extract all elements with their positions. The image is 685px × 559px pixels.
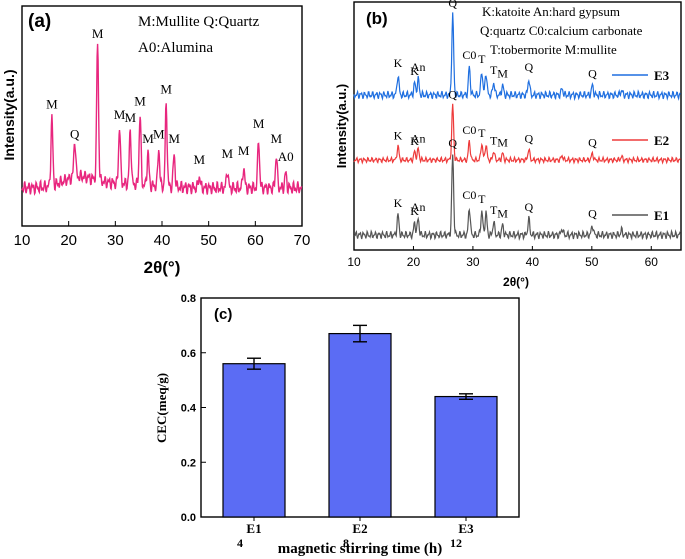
panel-b-peak-label: T — [478, 192, 486, 206]
panel-b-peak-label: Q — [588, 136, 597, 150]
panel-b-peak-label: M — [497, 136, 508, 150]
panel-a-peak-label: M — [92, 26, 104, 41]
panel-a-xtick-label: 30 — [107, 232, 124, 249]
panel-c-ylabel: CEC(meq/g) — [154, 373, 169, 443]
panel-b-peak-label: C0 — [462, 188, 476, 202]
panel-b-peak-label: Q — [448, 0, 457, 10]
panel-b-label: (b) — [366, 9, 388, 28]
panel-b-xlabel: 2θ(°) — [503, 275, 529, 289]
panel-b-legend-label: E3 — [654, 68, 670, 83]
panel-c-ytick-label: 0.8 — [181, 293, 196, 305]
panel-b-legend-label: E1 — [654, 208, 669, 223]
panel-a: (a) M:Mullite Q:Quartz A0:Alumina Intens… — [1, 5, 311, 277]
panel-b-xtick-label: 60 — [645, 255, 659, 269]
panel-b-xtick-label: 40 — [526, 255, 540, 269]
panel-b: (b) K:katoite An:hard gypsum Q:quartz C0… — [334, 0, 682, 289]
panel-a-peak-label: M — [124, 110, 136, 125]
panel-b-peak-label: An — [411, 200, 426, 214]
panel-b-peak-label: M — [497, 206, 508, 220]
panel-a-peak-label: M — [114, 107, 126, 122]
panel-b-curve-e1 — [353, 154, 681, 241]
panel-a-xtick-label: 70 — [294, 232, 311, 249]
panel-b-peak-label: K — [410, 64, 419, 78]
panel-b-curve-e2 — [353, 103, 681, 165]
panel-a-peak-label: M — [46, 97, 58, 112]
panel-b-peak-label: K — [394, 196, 403, 210]
panel-a-xtick-label: 50 — [200, 232, 217, 249]
panel-b-peak-label: K — [394, 56, 403, 70]
panel-b-legend-line-2: Q:quartz C0:calcium carbonate — [480, 23, 643, 38]
panel-a-xlabel: 2θ(°) — [144, 258, 181, 277]
panel-a-peak-label: M — [271, 131, 283, 146]
panel-a-peak-label: M — [142, 131, 154, 146]
panel-a-peak-label: M — [222, 146, 234, 161]
panel-b-peak-label: Q — [588, 206, 597, 220]
panel-c-bar-e3 — [434, 395, 498, 518]
panel-b-peak-label: C0 — [462, 123, 476, 137]
panel-b-peak-label: T — [490, 203, 498, 217]
panel-a-xtick-label: 60 — [247, 232, 264, 249]
panel-a-xtick-label: 10 — [14, 232, 31, 249]
panel-a-xtick-label: 20 — [60, 232, 77, 249]
panel-c-ytick-label: 0.2 — [181, 457, 196, 469]
panel-c: (c) CEC(meq/g) magnetic stirring time (h… — [154, 293, 520, 557]
panel-b-peak-label: K — [410, 134, 419, 148]
panel-a-legend-line-2: A0:Alumina — [138, 40, 213, 56]
panel-a-peak-label: M — [253, 116, 265, 131]
panel-b-peak-label: T — [478, 52, 486, 66]
panel-b-peak-label: K — [394, 129, 403, 143]
panel-c-category-label: E3 — [458, 521, 474, 536]
panel-a-peak-label: M — [134, 94, 146, 109]
panel-c-time-label: 8 — [343, 536, 349, 550]
panel-c-ytick-label: 0.0 — [181, 512, 196, 524]
panel-b-frame — [353, 1, 682, 251]
panel-b-xtick-label: 50 — [585, 255, 599, 269]
panel-a-peak-label: M — [160, 82, 172, 97]
panel-c-ytick-label: 0.6 — [181, 348, 196, 360]
panel-c-category-label: E2 — [352, 521, 367, 536]
panel-c-bar-e1 — [222, 363, 286, 518]
panel-b-ylabel: Intensity(a.u.) — [334, 84, 349, 169]
panel-b-legend-line-3: T:tobermorite M:mullite — [490, 42, 617, 57]
panel-b-peak-label: T — [490, 63, 498, 77]
panel-b-xtick-label: 20 — [407, 255, 421, 269]
panel-b-legend-label: E2 — [654, 133, 669, 148]
panel-b-peak-label: Q — [588, 66, 597, 80]
panel-a-peak-label: A0 — [278, 149, 294, 164]
panel-b-peak-label: K — [410, 204, 419, 218]
panel-a-peak-label: M — [238, 143, 250, 158]
panel-b-peak-label: Q — [448, 136, 457, 150]
panel-b-peak-label: T — [490, 133, 498, 147]
panel-b-peak-label: T — [478, 126, 486, 140]
panel-a-peak-label: M — [153, 127, 165, 142]
panel-a-peak-label: Q — [70, 127, 80, 142]
panel-b-peak-label: Q — [524, 200, 533, 214]
panel-b-legend-line-1: K:katoite An:hard gypsum — [482, 4, 620, 19]
panel-a-legend-line-1: M:Mullite Q:Quartz — [138, 14, 260, 30]
panel-b-peak-label: Q — [448, 87, 457, 101]
panel-c-time-label: 12 — [450, 536, 462, 550]
panel-b-peak-label: M — [497, 66, 508, 80]
panel-b-curve-e3 — [353, 12, 681, 102]
panel-b-peak-label: An — [411, 131, 426, 145]
panel-b-xtick-label: 30 — [466, 255, 480, 269]
panel-a-peak-label: M — [194, 152, 206, 167]
panel-c-label: (c) — [214, 306, 232, 323]
panel-c-bar-e2 — [328, 332, 392, 518]
panel-a-ylabel: Intensity(a.u.) — [1, 69, 17, 160]
panel-b-peak-label: Q — [524, 60, 533, 74]
panel-a-peak-label: M — [168, 131, 180, 146]
panel-a-xtick-label: 40 — [154, 232, 171, 249]
panel-b-peak-label: C0 — [462, 48, 476, 62]
panel-a-xrd-curve — [21, 43, 303, 196]
panel-b-peak-label: Q — [524, 131, 533, 145]
panel-c-ytick-label: 0.4 — [181, 403, 197, 415]
panel-b-peak-label: An — [411, 60, 426, 74]
panel-c-time-label: 4 — [237, 536, 243, 550]
panel-c-category-label: E1 — [246, 521, 261, 536]
panel-a-label: (a) — [28, 11, 51, 32]
panel-c-xlabel: magnetic stirring time (h) — [278, 541, 443, 557]
panel-b-xtick-label: 10 — [347, 255, 361, 269]
